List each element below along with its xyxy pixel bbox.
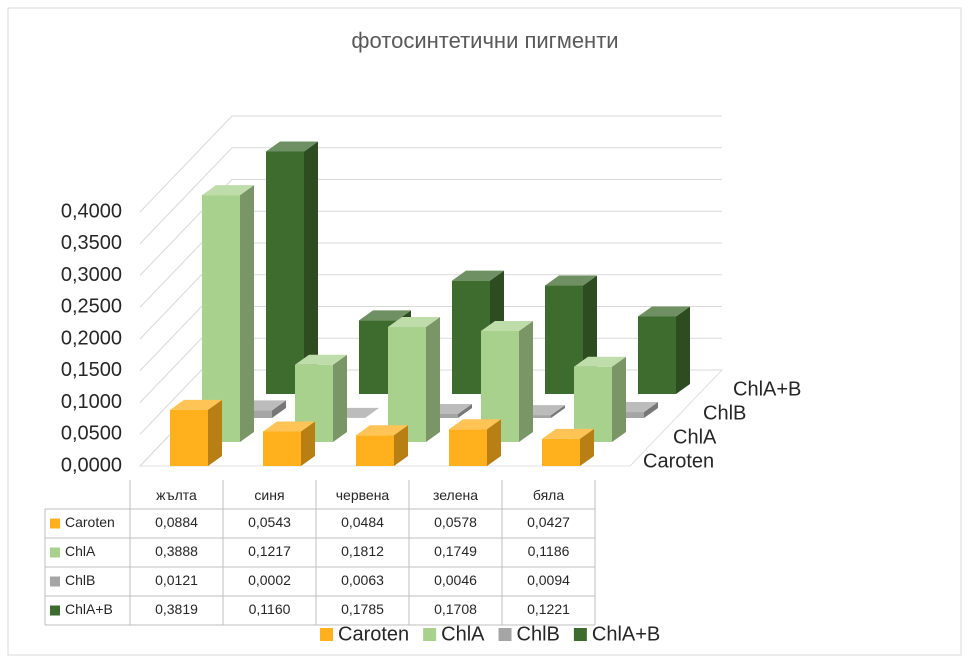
- bar-top: [574, 356, 626, 367]
- bar: [263, 431, 301, 466]
- table-cell: 0,1749: [434, 543, 477, 559]
- depth-label: ChlB: [703, 402, 746, 424]
- bar-side: [580, 428, 594, 466]
- table-cell: 0,3888: [155, 543, 198, 559]
- bar: [542, 438, 580, 466]
- table-cell: 0,1217: [248, 543, 291, 559]
- bar-top: [295, 354, 347, 365]
- table-cell: 0,0002: [248, 572, 291, 588]
- legend-swatch: [573, 628, 587, 641]
- table-cell: 0,0543: [248, 514, 291, 530]
- table-row-header: Caroten: [65, 514, 115, 530]
- bar-side: [304, 141, 318, 394]
- bar-side: [676, 306, 690, 394]
- table-cell: 0,1221: [527, 601, 570, 617]
- table-key: [50, 518, 60, 529]
- bar-top: [356, 425, 408, 436]
- bar-side: [426, 316, 440, 442]
- bar-top: [542, 428, 594, 439]
- bar-top: [449, 419, 501, 430]
- bar-side: [365, 407, 379, 418]
- table-cell: 0,0884: [155, 514, 198, 530]
- y-tick-label: 0,3000: [61, 264, 122, 286]
- bar: [449, 429, 487, 466]
- table-header: червена: [336, 487, 390, 503]
- table-cell: 0,3819: [155, 601, 198, 617]
- table-header: бяла: [533, 487, 564, 503]
- table-header: зелена: [433, 487, 478, 503]
- table-row-header: ChlA+B: [65, 601, 113, 617]
- legend-swatch: [498, 628, 512, 641]
- table-cell: 0,0484: [341, 514, 384, 530]
- bar-top: [481, 320, 533, 331]
- bar-side: [394, 425, 408, 466]
- table-cell: 0,0046: [434, 572, 477, 588]
- bar-side: [458, 403, 472, 418]
- bar-side: [208, 399, 222, 466]
- depth-label: ChlA+B: [733, 378, 801, 400]
- grid-line: [139, 115, 722, 213]
- chart-title: фотосинтетични пигменти: [351, 28, 618, 53]
- legend-swatch: [320, 628, 333, 641]
- bar-top: [545, 275, 597, 286]
- y-tick-label: 0,1000: [61, 391, 122, 413]
- bar-top: [170, 399, 222, 410]
- grid-line: [139, 147, 722, 245]
- bar-side: [519, 320, 533, 442]
- bar: [356, 435, 394, 466]
- table-header: синя: [254, 487, 284, 503]
- y-tick-label: 0,1500: [61, 359, 122, 381]
- bar-top: [452, 270, 504, 281]
- table-cell: 0,0063: [341, 572, 384, 588]
- y-tick-label: 0,2000: [61, 327, 122, 349]
- table-cell: 0,1160: [249, 601, 291, 617]
- legend-label: ChlB: [517, 623, 560, 645]
- table-row-header: ChlA: [65, 543, 96, 559]
- table-cell: 0,1186: [528, 543, 570, 559]
- bar-top: [388, 316, 440, 327]
- y-tick-label: 0,4000: [61, 200, 122, 222]
- depth-label: Caroten: [643, 450, 714, 472]
- table-cell: 0,0094: [527, 572, 570, 588]
- table-cell: 0,0427: [527, 514, 570, 530]
- table-cell: 0,0578: [434, 514, 477, 530]
- y-tick-label: 0,2500: [61, 296, 122, 318]
- legend-label: ChlA+B: [592, 623, 660, 645]
- bar: [388, 326, 426, 442]
- legend-swatch: [423, 628, 437, 641]
- bar-side: [333, 354, 347, 442]
- bar: [266, 151, 304, 394]
- bar-top: [266, 141, 318, 152]
- bar-top: [263, 421, 315, 432]
- bar-top: [359, 310, 411, 321]
- bar-side: [487, 419, 501, 466]
- y-tick-label: 0,3500: [61, 232, 122, 254]
- bar-side: [644, 402, 658, 418]
- bar-side: [301, 421, 315, 466]
- bar-top: [202, 185, 254, 196]
- bar-top: [638, 306, 690, 317]
- table-cell: 0,1708: [434, 601, 477, 617]
- table-key: [50, 605, 60, 616]
- bar-side: [612, 356, 626, 442]
- table-cell: 0,1785: [341, 601, 384, 617]
- table-header: жълта: [156, 487, 197, 503]
- bar: [638, 316, 676, 394]
- bar: [170, 409, 208, 466]
- legend-label: ChlA: [441, 623, 485, 645]
- legend-label: Caroten: [338, 623, 409, 645]
- table-key: [50, 576, 60, 587]
- table-cell: 0,1812: [341, 543, 384, 559]
- bar-side: [240, 185, 254, 442]
- y-tick-label: 0,0500: [61, 423, 122, 445]
- depth-label: ChlA: [673, 426, 717, 448]
- table-cell: 0,0121: [155, 572, 198, 588]
- y-tick-label: 0,0000: [61, 454, 122, 476]
- bar-side: [272, 400, 286, 418]
- table-row-header: ChlB: [65, 572, 95, 588]
- bar-side: [551, 405, 565, 418]
- grid-line: [139, 179, 722, 276]
- table-key: [50, 547, 60, 558]
